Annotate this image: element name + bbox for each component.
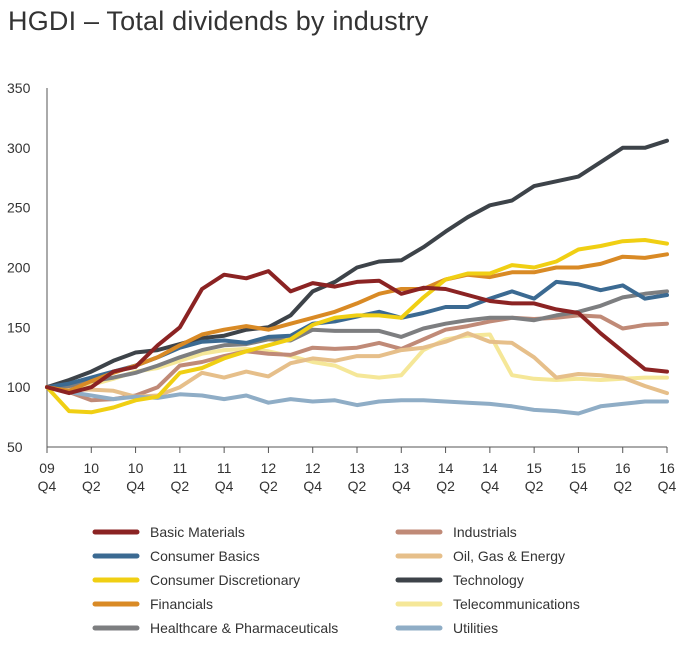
y-tick-label: 250 [7, 200, 31, 216]
series-line-financials [45, 252, 669, 393]
series-line-technology [45, 138, 669, 390]
x-tick-quarter: Q2 [171, 478, 190, 494]
x-tick-year: 10 [128, 460, 144, 476]
x-tick-year: 16 [615, 460, 631, 476]
x-tick-year: 12 [261, 460, 277, 476]
x-tick-year: 15 [571, 460, 587, 476]
x-tick-quarter: Q4 [303, 478, 322, 494]
x-tick-quarter: Q2 [525, 478, 544, 494]
y-tick-labels: 50 100 150 200 250 300 350 [7, 80, 31, 455]
series-line-industrials [45, 313, 669, 403]
x-tick-quarter: Q4 [38, 478, 57, 494]
chart-legend: Basic Materials Consumer Basics Consumer D… [92, 524, 580, 636]
y-tick-label: 100 [7, 379, 31, 395]
x-tick-year: 16 [659, 460, 675, 476]
x-tick-year: 13 [349, 460, 365, 476]
series-line-consumer-discretionary [45, 238, 669, 415]
x-tick-year: 14 [438, 460, 454, 476]
legend-label-oil-gas-energy: Oil, Gas & Energy [453, 548, 565, 564]
x-tick-year: 11 [217, 460, 232, 476]
x-tick-quarter: Q4 [569, 478, 588, 494]
x-tick-quarter: Q2 [82, 478, 101, 494]
x-tick-year: 15 [526, 460, 542, 476]
x-tick-quarter: Q4 [126, 478, 145, 494]
x-tick-quarter: Q4 [658, 478, 677, 494]
x-tick-quarter: Q4 [481, 478, 500, 494]
x-tick-labels: 09 Q4 10 Q2 10 Q4 11 Q2 11 Q4 12 Q2 12 Q4 13 Q2 13 Q4 14 Q2… [38, 447, 677, 494]
y-tick-label: 150 [7, 319, 31, 335]
legend-label-industrials: Industrials [453, 524, 517, 540]
y-tick-label: 50 [7, 439, 23, 455]
y-tick-label: 200 [7, 260, 31, 276]
x-tick-quarter: Q4 [392, 478, 411, 494]
legend-label-financials: Financials [150, 596, 213, 612]
x-tick-quarter: Q2 [259, 478, 278, 494]
x-tick-quarter: Q2 [348, 478, 367, 494]
legend-label-utilities: Utilities [453, 620, 498, 636]
x-tick-quarter: Q2 [436, 478, 455, 494]
x-tick-year: 13 [393, 460, 409, 476]
legend-label-technology: Technology [453, 572, 524, 588]
x-tick-year: 14 [482, 460, 498, 476]
chart-title: HGDI – Total dividends by industry [8, 6, 429, 36]
x-tick-year: 12 [305, 460, 321, 476]
x-tick-quarter: Q2 [613, 478, 632, 494]
legend-label-consumer-discretionary: Consumer Discretionary [150, 572, 300, 588]
y-tick-label: 350 [7, 80, 31, 96]
x-tick-year: 10 [83, 460, 99, 476]
y-tick-label: 300 [7, 140, 31, 156]
series-line-healthcare-pharmaceuticals [45, 289, 669, 390]
x-tick-quarter: Q4 [215, 478, 234, 494]
legend-label-consumer-basics: Consumer Basics [150, 548, 260, 564]
legend-label-telecommunications: Telecommunications [453, 596, 580, 612]
series-line-basic-materials [45, 269, 669, 396]
chart-series [45, 138, 669, 416]
legend-label-basic-materials: Basic Materials [150, 524, 245, 540]
legend-label-healthcare-pharmaceuticals: Healthcare & Pharmaceuticals [150, 620, 338, 636]
x-tick-year: 11 [173, 460, 188, 476]
x-tick-year: 09 [39, 460, 55, 476]
